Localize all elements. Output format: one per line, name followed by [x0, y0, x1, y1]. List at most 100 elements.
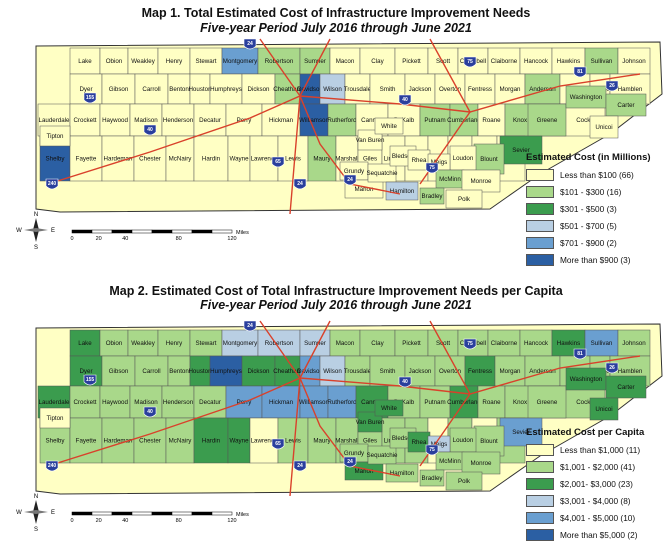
svg-text:81: 81: [577, 69, 583, 75]
legend-label: $301 - $500 (3): [560, 203, 617, 214]
svg-text:Carter: Carter: [617, 102, 634, 109]
county-hamilton: Hamilton: [385, 463, 419, 483]
svg-text:Obion: Obion: [106, 340, 123, 347]
legend-label: More than $900 (3): [560, 254, 631, 265]
svg-text:Gibson: Gibson: [109, 86, 129, 93]
legend-label: $701 - $900 (2): [560, 237, 617, 248]
svg-text:Haywood: Haywood: [102, 399, 128, 406]
county-maury: Maury: [307, 417, 337, 464]
svg-text:40: 40: [402, 379, 408, 385]
interstate-shield: 24: [343, 174, 357, 186]
svg-text:65: 65: [275, 441, 281, 447]
county-roane: Roane: [477, 103, 506, 137]
svg-text:Maury: Maury: [313, 156, 331, 163]
svg-text:Knox: Knox: [513, 399, 528, 406]
legend-swatch: [526, 511, 554, 524]
svg-text:24: 24: [347, 177, 353, 183]
svg-text:Morgan: Morgan: [500, 368, 522, 375]
svg-text:Tipton: Tipton: [47, 133, 65, 140]
svg-text:Humphreys: Humphreys: [210, 368, 242, 375]
compass-rose-icon: N S W E: [16, 494, 55, 533]
svg-text:Henry: Henry: [166, 58, 183, 65]
county-sevier: Sevier: [499, 135, 543, 165]
svg-text:Sevier: Sevier: [512, 429, 530, 436]
county-sumner: Sumner: [299, 329, 331, 357]
svg-text:Hamilton: Hamilton: [390, 188, 415, 195]
svg-text:Henderson: Henderson: [163, 117, 194, 124]
svg-text:40: 40: [122, 518, 128, 524]
county-hardin: Hardin: [193, 417, 229, 464]
county-stewart: Stewart: [189, 47, 223, 75]
legend-label: $3,001 - $4,000 (8): [560, 495, 631, 506]
svg-text:Davidson: Davidson: [297, 86, 323, 93]
svg-text:120: 120: [227, 236, 236, 242]
svg-text:Meigs: Meigs: [431, 441, 448, 448]
county-hickman: Hickman: [261, 385, 301, 419]
highway-line: [47, 355, 641, 467]
svg-text:Marshall: Marshall: [335, 156, 358, 163]
svg-text:80: 80: [176, 236, 182, 242]
svg-text:40: 40: [147, 127, 153, 133]
svg-text:120: 120: [227, 518, 236, 524]
county-decatur: Decatur: [193, 385, 227, 419]
county-weakley: Weakley: [127, 47, 159, 75]
county-rhea: Rhea: [407, 149, 431, 171]
svg-text:Hardeman: Hardeman: [104, 438, 133, 445]
svg-text:Johnson: Johnson: [622, 340, 646, 347]
svg-text:Fentress: Fentress: [468, 368, 492, 375]
county-mcminn: McMinn: [435, 169, 465, 189]
svg-text:Crockett: Crockett: [73, 117, 96, 124]
county-haywood: Haywood: [99, 103, 131, 137]
legend-swatch: [526, 528, 554, 541]
svg-text:Madison: Madison: [134, 399, 158, 406]
svg-text:240: 240: [48, 463, 57, 469]
county-dyer: Dyer: [69, 73, 103, 105]
svg-text:75: 75: [429, 165, 435, 171]
svg-text:DeKalb: DeKalb: [394, 117, 415, 124]
svg-text:26: 26: [609, 83, 615, 89]
county-jackson: Jackson: [404, 355, 436, 387]
legend-item: $4,001 - $5,000 (10): [526, 509, 644, 526]
county-mcminn: McMinn: [435, 451, 465, 471]
svg-text:Jackson: Jackson: [409, 86, 432, 93]
county-clay: Clay: [359, 329, 396, 357]
county-henry: Henry: [157, 329, 191, 357]
legend-label: $501 - $700 (5): [560, 220, 617, 231]
county-chester: Chester: [133, 417, 167, 464]
highway-line: [289, 320, 331, 497]
svg-text:Lauderdale: Lauderdale: [39, 117, 71, 124]
county-blount: Blount: [473, 425, 505, 457]
svg-text:Sullivan: Sullivan: [591, 58, 613, 65]
svg-text:Loudon: Loudon: [453, 155, 474, 162]
svg-text:Lake: Lake: [78, 58, 92, 65]
county-montgomery: Montgomery: [221, 329, 259, 357]
legend-label: $4,001 - $5,000 (10): [560, 512, 636, 523]
svg-text:Sequatchie: Sequatchie: [367, 170, 399, 177]
svg-text:Humphreys: Humphreys: [210, 86, 242, 93]
svg-text:McMinn: McMinn: [439, 176, 461, 183]
county-hickman: Hickman: [261, 103, 301, 137]
legend-swatch: [526, 168, 554, 181]
interstate-shield: 81: [573, 66, 587, 78]
interstate-shield: 24: [293, 178, 307, 190]
svg-text:Cheatham: Cheatham: [273, 368, 302, 375]
svg-text:Lake: Lake: [78, 340, 92, 347]
county-roane: Roane: [477, 385, 506, 419]
svg-text:Obion: Obion: [106, 58, 123, 65]
county-macon: Macon: [329, 47, 361, 75]
svg-text:Cocke: Cocke: [576, 399, 594, 406]
svg-text:Hancock: Hancock: [524, 58, 549, 65]
county-houston: Houston: [188, 355, 212, 387]
svg-text:Rhea: Rhea: [412, 439, 427, 446]
svg-text:S: S: [34, 527, 38, 533]
county-pickett: Pickett: [394, 329, 429, 357]
county-bradley: Bradley: [419, 187, 445, 205]
svg-text:Trousdale: Trousdale: [344, 86, 372, 93]
county-overton: Overton: [434, 355, 466, 387]
svg-text:0: 0: [70, 518, 73, 524]
county-dickson: Dickson: [241, 73, 276, 105]
svg-text:155: 155: [86, 377, 95, 383]
svg-text:N: N: [34, 494, 38, 500]
county-sevier: Sevier: [499, 417, 543, 447]
